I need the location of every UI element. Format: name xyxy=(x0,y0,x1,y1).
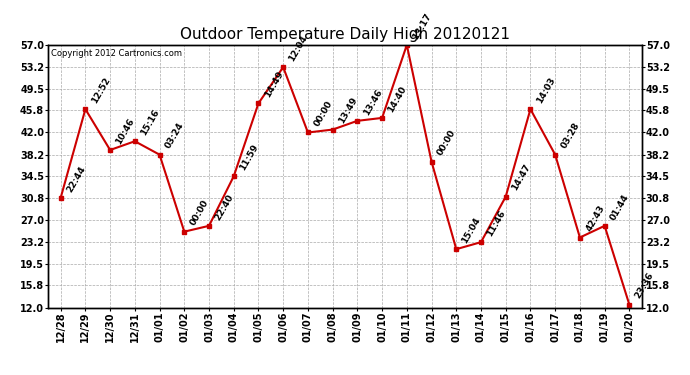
Text: 03:24: 03:24 xyxy=(164,121,186,150)
Text: 00:00: 00:00 xyxy=(312,99,334,128)
Text: 23:36: 23:36 xyxy=(633,271,656,300)
Text: 13:46: 13:46 xyxy=(362,87,384,117)
Text: 14:03: 14:03 xyxy=(535,76,557,105)
Text: 03:28: 03:28 xyxy=(560,122,582,150)
Title: Outdoor Temperature Daily High 20120121: Outdoor Temperature Daily High 20120121 xyxy=(180,27,510,42)
Text: 12:52: 12:52 xyxy=(90,76,112,105)
Text: Copyright 2012 Cartronics.com: Copyright 2012 Cartronics.com xyxy=(51,49,182,58)
Text: 01:44: 01:44 xyxy=(609,192,631,222)
Text: 14:49: 14:49 xyxy=(263,69,285,99)
Text: 14:40: 14:40 xyxy=(386,84,408,114)
Text: 22:44: 22:44 xyxy=(65,164,87,194)
Text: 11:59: 11:59 xyxy=(238,142,260,172)
Text: 13:17: 13:17 xyxy=(411,11,433,41)
Text: 15:04: 15:04 xyxy=(460,216,482,245)
Text: 42:43: 42:43 xyxy=(584,204,607,233)
Text: 11:46: 11:46 xyxy=(485,209,507,238)
Text: 13:49: 13:49 xyxy=(337,96,359,125)
Text: 22:40: 22:40 xyxy=(213,192,235,222)
Text: 00:00: 00:00 xyxy=(188,199,210,228)
Text: 14:47: 14:47 xyxy=(510,163,532,192)
Text: 12:04: 12:04 xyxy=(287,34,309,63)
Text: 15:16: 15:16 xyxy=(139,108,161,137)
Text: 10:46: 10:46 xyxy=(115,117,137,146)
Text: 00:00: 00:00 xyxy=(435,129,457,158)
